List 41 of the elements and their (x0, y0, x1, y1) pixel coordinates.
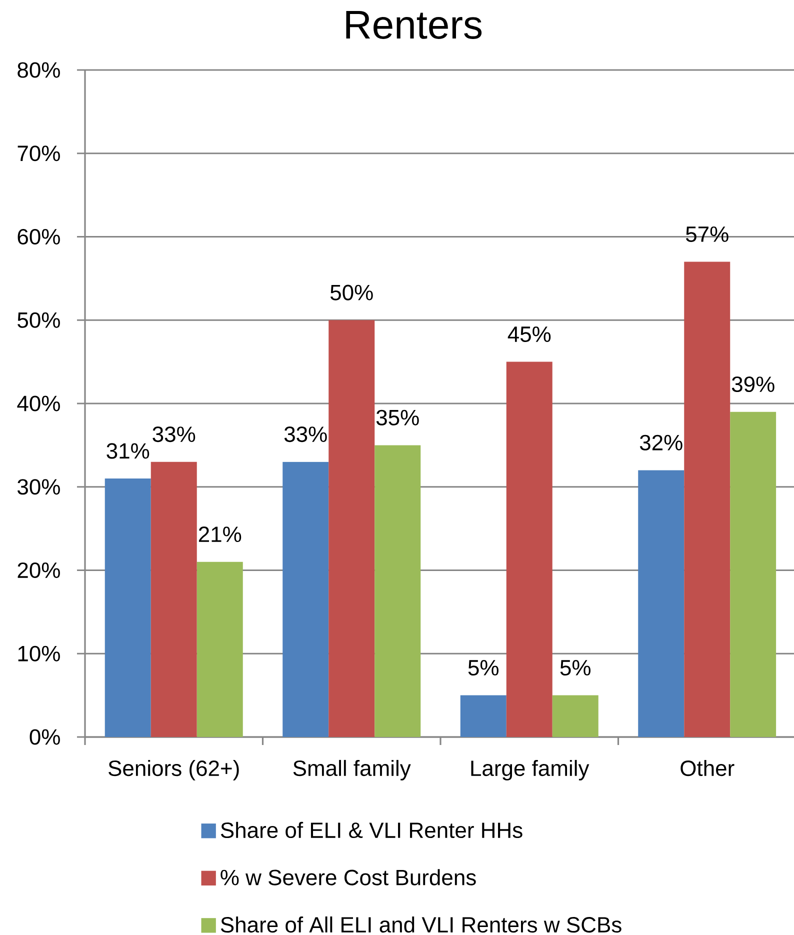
y-tick-label: 0% (30, 729, 60, 745)
legend-label: Share of ELI & VLI Renter HHs (220, 822, 522, 838)
legend-label: % w Severe Cost Burdens (220, 869, 476, 886)
data-label: 31% (106, 443, 150, 459)
y-tick-label: 30% (18, 479, 60, 495)
bar (150, 462, 197, 737)
data-label: 21% (198, 526, 242, 542)
bar (196, 562, 243, 737)
data-label: 32% (640, 434, 682, 450)
bar (684, 262, 730, 737)
bar (730, 412, 776, 737)
y-tick-label: 10% (18, 646, 60, 662)
data-label: 35% (376, 410, 419, 426)
x-tick-label: Seniors (62+) (108, 760, 239, 780)
x-tick-label: Other (680, 760, 734, 776)
y-tick-label: 80% (18, 62, 60, 78)
data-label: 33% (284, 426, 327, 442)
data-label: 5% (468, 660, 498, 676)
y-tick-label: 40% (17, 396, 60, 412)
bar (552, 695, 598, 737)
bar (374, 445, 421, 737)
bar (638, 470, 684, 737)
bar (104, 478, 151, 737)
data-label: 57% (686, 226, 728, 242)
data-label: 50% (330, 284, 373, 300)
bar (460, 695, 506, 737)
y-tick-label: 20% (18, 562, 60, 578)
y-tick-label: 60% (18, 228, 60, 245)
bar (328, 320, 375, 737)
legend-label: Share of All ELI and VLI Renters w SCBs (220, 916, 622, 933)
data-label: 45% (508, 326, 551, 342)
data-label: 33% (152, 426, 196, 442)
y-tick-label: 50% (18, 312, 60, 328)
x-tick-label: Large family (471, 760, 590, 780)
bar (282, 462, 329, 737)
x-tick-label: Small family (293, 760, 411, 780)
chart-title: Renters (346, 11, 482, 39)
data-label: 39% (732, 376, 774, 392)
y-tick-label: 70% (18, 146, 60, 162)
bar (506, 362, 552, 737)
data-label: 5% (560, 660, 590, 676)
